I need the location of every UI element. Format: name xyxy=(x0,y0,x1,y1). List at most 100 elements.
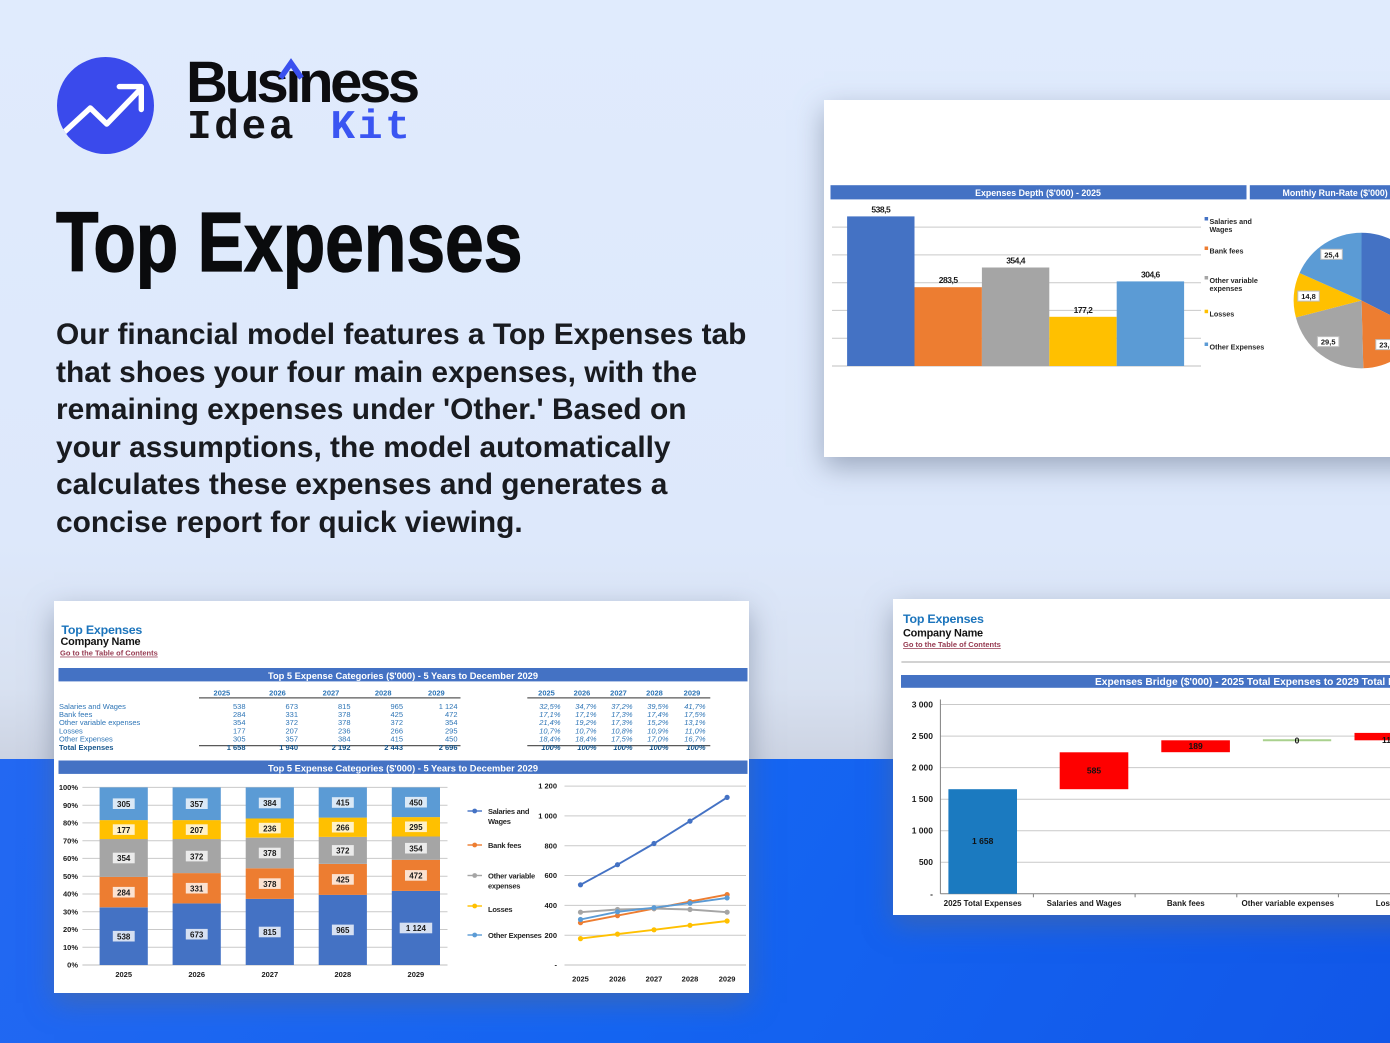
svg-text:Top 5 Expense Categories ($'00: Top 5 Expense Categories ($'000) - 5 Yea… xyxy=(268,671,538,681)
svg-text:1 940: 1 940 xyxy=(279,743,298,752)
svg-text:425: 425 xyxy=(390,710,403,719)
svg-text:Other Expenses: Other Expenses xyxy=(59,734,113,743)
svg-text:1 124: 1 124 xyxy=(406,924,427,933)
svg-text:815: 815 xyxy=(263,928,277,937)
svg-text:Bank fees: Bank fees xyxy=(488,841,521,850)
svg-text:815: 815 xyxy=(338,702,351,711)
svg-text:70%: 70% xyxy=(63,836,78,845)
svg-text:1 200: 1 200 xyxy=(538,782,557,791)
svg-text:354: 354 xyxy=(117,854,131,863)
svg-text:177: 177 xyxy=(117,826,131,835)
svg-text:354: 354 xyxy=(409,844,423,853)
svg-text:2027: 2027 xyxy=(610,688,627,697)
svg-text:800: 800 xyxy=(544,841,557,850)
svg-text:Top Expenses: Top Expenses xyxy=(61,623,142,637)
svg-text:1 000: 1 000 xyxy=(538,812,557,821)
svg-text:Bank fees: Bank fees xyxy=(1210,247,1244,256)
svg-text:372: 372 xyxy=(390,718,403,727)
svg-text:538: 538 xyxy=(117,932,131,941)
svg-text:415: 415 xyxy=(336,799,350,808)
svg-text:2025: 2025 xyxy=(214,688,231,697)
svg-text:Top Expenses: Top Expenses xyxy=(903,612,984,626)
svg-text:Wages: Wages xyxy=(488,817,511,826)
svg-text:305: 305 xyxy=(233,734,246,743)
svg-text:Other variable: Other variable xyxy=(488,872,535,881)
svg-text:100%: 100% xyxy=(686,743,706,752)
svg-text:331: 331 xyxy=(285,710,298,719)
svg-text:2025: 2025 xyxy=(115,970,132,979)
svg-text:2026: 2026 xyxy=(609,975,626,984)
svg-text:100%: 100% xyxy=(613,743,633,752)
svg-text:1 658: 1 658 xyxy=(227,743,246,752)
svg-text:Top 5 Expense Categories ($'00: Top 5 Expense Categories ($'000) - 5 Yea… xyxy=(268,763,538,773)
svg-text:30%: 30% xyxy=(63,907,78,916)
svg-text:378: 378 xyxy=(263,849,277,858)
svg-text:2028: 2028 xyxy=(646,688,663,697)
svg-text:304,6: 304,6 xyxy=(1141,269,1161,279)
svg-text:Go to the Table of Contents: Go to the Table of Contents xyxy=(903,640,1001,649)
svg-text:0%: 0% xyxy=(67,961,78,970)
svg-text:expenses: expenses xyxy=(488,882,520,891)
svg-text:1 124: 1 124 xyxy=(439,702,458,711)
svg-text:415: 415 xyxy=(390,734,403,743)
svg-text:207: 207 xyxy=(190,826,204,835)
svg-text:2 192: 2 192 xyxy=(332,743,351,752)
svg-text:39,5%: 39,5% xyxy=(647,702,669,711)
svg-text:378: 378 xyxy=(263,880,277,889)
svg-text:585: 585 xyxy=(1087,766,1101,776)
svg-text:Company Name: Company Name xyxy=(61,636,141,648)
svg-text:354: 354 xyxy=(445,718,458,727)
svg-text:Bank fees: Bank fees xyxy=(1167,899,1205,908)
svg-text:80%: 80% xyxy=(63,819,78,828)
svg-text:2026: 2026 xyxy=(574,688,591,697)
svg-text:13,1%: 13,1% xyxy=(684,718,706,727)
svg-text:10,7%: 10,7% xyxy=(539,726,561,735)
svg-text:673: 673 xyxy=(190,930,204,939)
svg-text:284: 284 xyxy=(117,888,131,897)
svg-text:472: 472 xyxy=(409,872,423,881)
svg-text:Company Name: Company Name xyxy=(903,627,983,639)
svg-text:2025 Total Expenses: 2025 Total Expenses xyxy=(944,899,1023,908)
svg-text:378: 378 xyxy=(338,710,351,719)
svg-text:18,4%: 18,4% xyxy=(575,734,597,743)
svg-text:15,2%: 15,2% xyxy=(647,718,669,727)
svg-text:1 658: 1 658 xyxy=(972,836,994,846)
svg-text:17,1%: 17,1% xyxy=(539,710,561,719)
svg-text:2026: 2026 xyxy=(188,970,205,979)
svg-text:Losses: Losses xyxy=(59,726,83,735)
svg-text:2028: 2028 xyxy=(334,970,351,979)
svg-text:60%: 60% xyxy=(63,854,78,863)
svg-text:90%: 90% xyxy=(63,801,78,810)
svg-text:2027: 2027 xyxy=(323,688,340,697)
svg-text:3 000: 3 000 xyxy=(912,700,934,710)
svg-text:17,4%: 17,4% xyxy=(647,710,669,719)
svg-text:Other variable expenses: Other variable expenses xyxy=(1242,899,1335,908)
svg-text:2029: 2029 xyxy=(408,970,425,979)
svg-text:32,5%: 32,5% xyxy=(539,702,561,711)
svg-text:Other variable expenses: Other variable expenses xyxy=(59,718,141,727)
svg-text:Salaries and Wages: Salaries and Wages xyxy=(59,702,126,711)
svg-text:266: 266 xyxy=(336,823,350,832)
svg-text:295: 295 xyxy=(445,726,458,735)
svg-text:450: 450 xyxy=(445,734,458,743)
svg-text:200: 200 xyxy=(544,931,557,940)
svg-text:538: 538 xyxy=(233,702,246,711)
svg-text:Salaries and: Salaries and xyxy=(1210,217,1252,226)
svg-text:Wages: Wages xyxy=(1210,225,1233,234)
svg-text:2026: 2026 xyxy=(269,688,286,697)
svg-text:Other Expenses: Other Expenses xyxy=(1210,343,1265,352)
svg-text:Losses: Losses xyxy=(1210,310,1235,319)
svg-text:100%: 100% xyxy=(59,783,79,792)
svg-text:2025: 2025 xyxy=(538,688,555,697)
svg-text:Losses: Losses xyxy=(1376,899,1390,908)
svg-text:17,0%: 17,0% xyxy=(647,734,669,743)
svg-text:17,3%: 17,3% xyxy=(611,710,633,719)
svg-text:expenses: expenses xyxy=(1210,284,1243,293)
svg-text:372: 372 xyxy=(336,847,350,856)
svg-text:189: 189 xyxy=(1189,741,1203,751)
svg-text:284: 284 xyxy=(233,710,246,719)
svg-text:372: 372 xyxy=(190,852,204,861)
svg-text:2029: 2029 xyxy=(428,688,445,697)
svg-text:Other variable: Other variable xyxy=(1210,276,1258,285)
svg-text:50%: 50% xyxy=(63,872,78,881)
